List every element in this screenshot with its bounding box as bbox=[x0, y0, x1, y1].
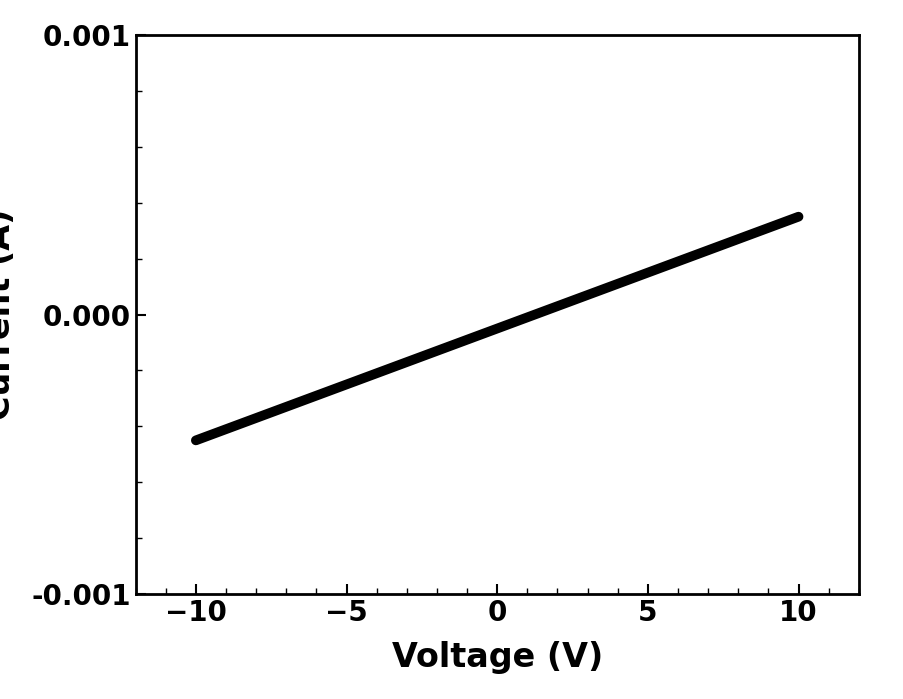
X-axis label: Voltage (V): Voltage (V) bbox=[391, 641, 602, 674]
Y-axis label: Current (A): Current (A) bbox=[0, 209, 17, 420]
